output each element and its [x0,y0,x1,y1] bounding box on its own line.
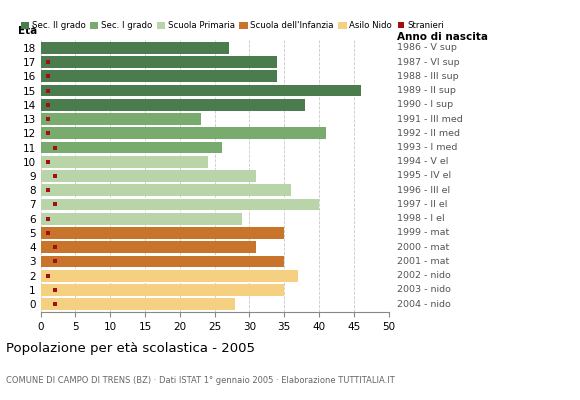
Text: 1996 - III el: 1996 - III el [397,186,451,195]
Bar [41,42,229,54]
Text: Età: Età [18,26,37,36]
Bar [41,56,277,68]
Legend: Sec. II grado, Sec. I grado, Scuola Primaria, Scuola dell'Infanzia, Asilo Nido, : Sec. II grado, Sec. I grado, Scuola Prim… [20,21,444,30]
Bar [41,170,256,182]
Bar [41,227,284,239]
Text: 1993 - I med: 1993 - I med [397,143,458,152]
Bar [41,156,208,168]
Text: 2000 - mat: 2000 - mat [397,243,450,252]
Bar [41,284,284,296]
Bar [41,113,201,125]
Text: 1991 - III med: 1991 - III med [397,114,463,124]
Bar [41,70,277,82]
Bar [41,85,361,96]
Bar [41,184,291,196]
Text: 1998 - I el: 1998 - I el [397,214,445,223]
Text: 2002 - nido: 2002 - nido [397,271,451,280]
Text: Anno di nascita: Anno di nascita [397,32,488,42]
Text: Popolazione per età scolastica - 2005: Popolazione per età scolastica - 2005 [6,342,255,355]
Bar [41,128,326,139]
Text: 1994 - V el: 1994 - V el [397,157,449,166]
Text: 1986 - V sup: 1986 - V sup [397,43,457,52]
Text: 2004 - nido: 2004 - nido [397,300,451,309]
Text: 1992 - II med: 1992 - II med [397,129,461,138]
Text: 1990 - I sup: 1990 - I sup [397,100,454,109]
Bar [41,241,256,253]
Bar [41,213,242,224]
Text: 1997 - II el: 1997 - II el [397,200,448,209]
Bar [41,256,284,267]
Bar [41,142,222,153]
Text: 2001 - mat: 2001 - mat [397,257,450,266]
Text: 1999 - mat: 1999 - mat [397,228,450,238]
Bar [41,298,235,310]
Text: 1989 - II sup: 1989 - II sup [397,86,456,95]
Text: 1987 - VI sup: 1987 - VI sup [397,58,460,66]
Bar [41,270,298,282]
Text: 1988 - III sup: 1988 - III sup [397,72,459,81]
Text: 2003 - nido: 2003 - nido [397,286,451,294]
Bar [41,199,319,210]
Text: COMUNE DI CAMPO DI TRENS (BZ) · Dati ISTAT 1° gennaio 2005 · Elaborazione TUTTIT: COMUNE DI CAMPO DI TRENS (BZ) · Dati IST… [6,376,394,385]
Bar [41,99,305,111]
Text: 1995 - IV el: 1995 - IV el [397,172,451,180]
